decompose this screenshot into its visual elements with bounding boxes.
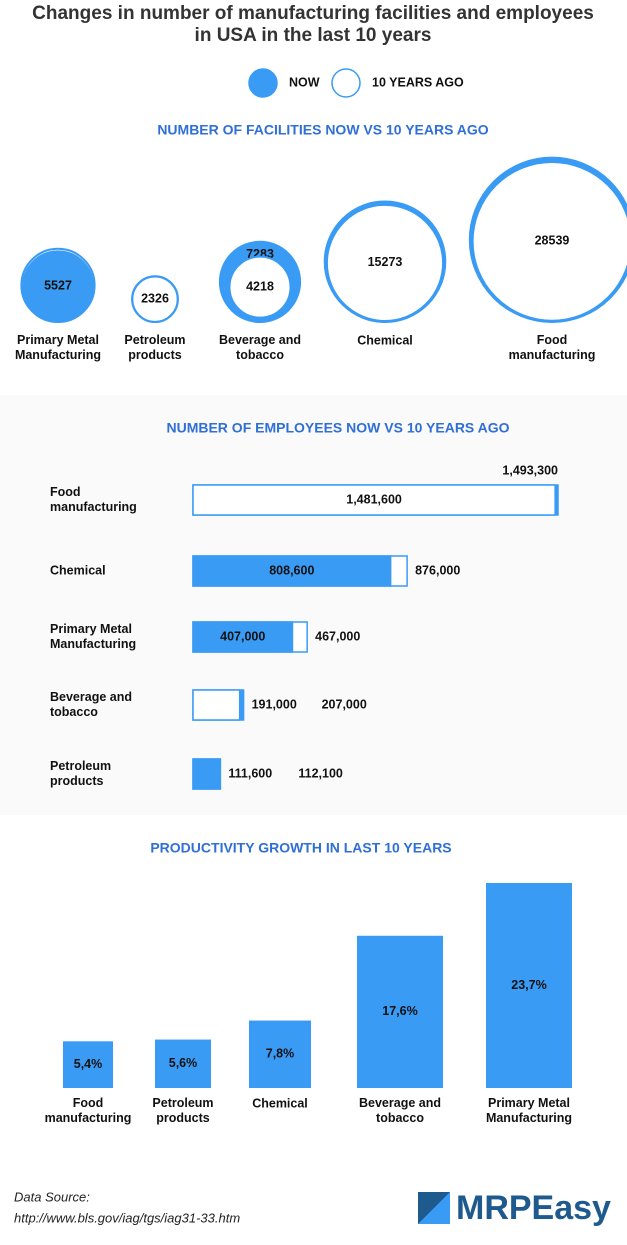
category-label: Beverage and tobacco <box>219 333 301 362</box>
value-label: 7,8% <box>266 1047 295 1061</box>
bar <box>357 935 443 1088</box>
value-label: 28539 <box>535 234 570 248</box>
value-label: 467,000 <box>315 629 360 643</box>
value-label: 4218 <box>246 279 274 293</box>
bar <box>486 883 572 1088</box>
category-label: Chemical <box>50 563 106 577</box>
logo-icon-accent <box>418 1192 450 1224</box>
source-url: http://www.bls.gov/iag/tgs/iag31-33.htm <box>14 1210 240 1225</box>
category-label: Chemical <box>252 1096 308 1110</box>
logo-text: MRPEasy <box>456 1189 611 1227</box>
value-label: 1,493,300 <box>502 463 558 477</box>
bar <box>192 555 392 587</box>
section-title: NUMBER OF FACILITIES NOW VS 10 YEARS AGO <box>157 122 488 138</box>
bubble <box>325 203 445 323</box>
bar <box>155 1039 211 1088</box>
bubble <box>22 250 94 323</box>
source-label: Data Source: <box>14 1189 90 1204</box>
value-label: 111,600 <box>228 766 272 780</box>
legend-swatch <box>331 68 361 98</box>
title-line-1: Changes in number of manufacturing facil… <box>32 3 594 24</box>
legend-label: NOW <box>289 75 320 89</box>
value-label: 5,6% <box>169 1056 198 1070</box>
category-label: Primary Metal Manufacturing <box>15 333 101 362</box>
value-label: 808,600 <box>269 563 314 577</box>
value-label: 2326 <box>141 292 169 306</box>
category-label: Petroleum products <box>50 759 111 788</box>
category-label: Primary Metal Manufacturing <box>50 622 136 651</box>
bubble <box>471 160 627 322</box>
category-label: Petroleum products <box>124 333 185 362</box>
category-label: Food manufacturing <box>45 1096 132 1125</box>
category-label: Food manufacturing <box>509 333 596 362</box>
bar <box>192 484 556 516</box>
bar <box>249 1020 311 1088</box>
legend-label: 10 YEARS AGO <box>372 75 464 89</box>
category-label: Food manufacturing <box>50 485 137 514</box>
value-label: 407,000 <box>220 629 265 643</box>
category-label: Chemical <box>357 333 413 347</box>
category-label: Petroleum products <box>152 1096 213 1125</box>
category-label: Beverage and tobacco <box>359 1096 441 1125</box>
bar <box>192 621 294 653</box>
section-title: PRODUCTIVITY GROWTH IN LAST 10 YEARS <box>150 840 451 856</box>
bar <box>192 689 241 721</box>
bar <box>63 1041 113 1088</box>
category-label: Primary Metal Manufacturing <box>486 1096 572 1125</box>
title-line-2: in USA in the last 10 years <box>195 25 432 46</box>
value-label: 17,6% <box>382 1004 417 1018</box>
value-label: 23,7% <box>511 978 546 992</box>
value-label: 5,4% <box>74 1057 103 1071</box>
value-label: 876,000 <box>415 563 460 577</box>
category-label: Beverage and tobacco <box>50 690 132 719</box>
bar <box>192 758 222 790</box>
value-label: 191,000 <box>252 697 297 711</box>
bubble <box>131 275 179 323</box>
legend-swatch <box>248 68 278 98</box>
value-label: 5527 <box>44 279 72 293</box>
value-label: 207,000 <box>322 697 367 711</box>
section-title: NUMBER OF EMPLOYEES NOW VS 10 YEARS AGO <box>166 420 509 436</box>
value-label: 15273 <box>368 255 403 269</box>
value-label: 1,481,600 <box>346 492 402 506</box>
section-band <box>0 395 627 815</box>
value-label: 112,100 <box>298 766 343 780</box>
bubble <box>228 255 292 319</box>
